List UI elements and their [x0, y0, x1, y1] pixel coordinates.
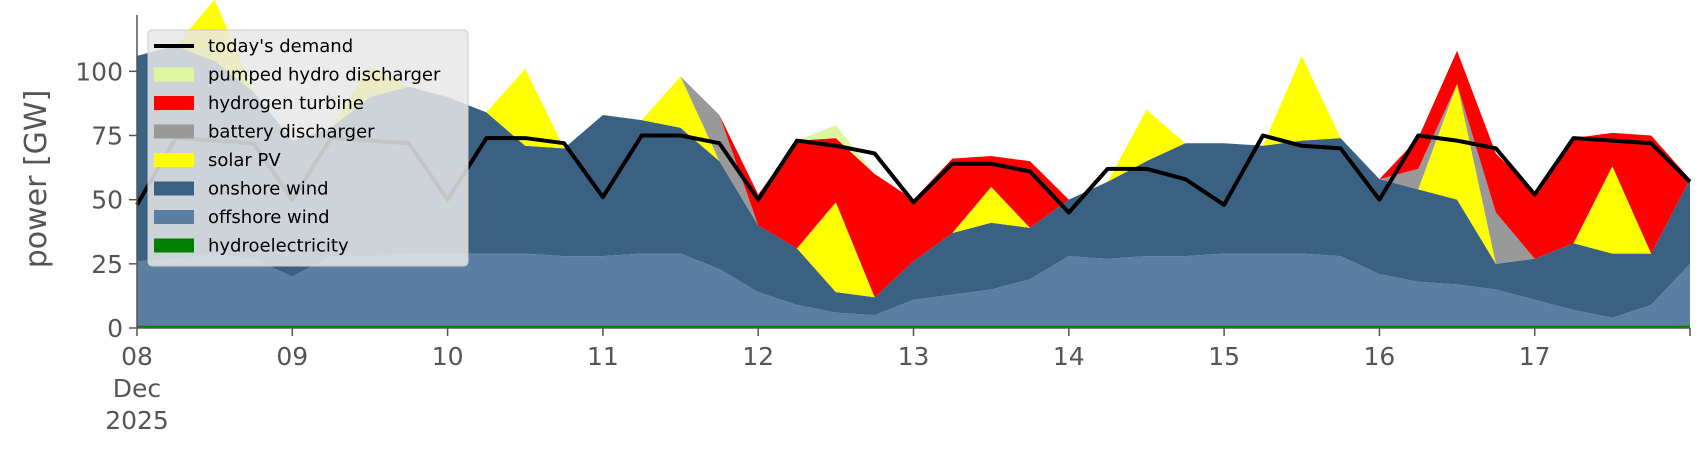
y-tick-label: 0	[107, 314, 123, 343]
y-axis-label: power [GW]	[19, 90, 54, 269]
legend-swatch-solar-pv	[154, 153, 194, 167]
x-tick-label: 16	[1363, 342, 1395, 371]
axes: 0 25 50 75 100 08 Dec 2025 09 10 11 12 13 14 15 16 17 pow…	[19, 15, 1691, 435]
x-tick-month-label: Dec	[113, 374, 161, 403]
area-hydrogen-turbine	[137, 0, 1690, 298]
legend-label-solar-pv: solar PV	[208, 150, 281, 171]
legend-swatch-onshore-wind	[154, 181, 194, 196]
legend-box	[147, 29, 469, 267]
legend-label-battery-discharger: battery discharger	[208, 122, 375, 143]
x-tick-label: 15	[1208, 342, 1240, 371]
legend-label-hydroelectricity: hydroelectricity	[208, 236, 349, 257]
x-tick-year-label: 2025	[105, 406, 169, 435]
x-tick-label: 17	[1519, 342, 1551, 371]
stacked-areas	[137, 0, 1690, 328]
area-offshore-wind	[137, 253, 1690, 326]
legend-label-onshore-wind: onshore wind	[208, 179, 329, 200]
legend-swatch-offshore-wind	[154, 210, 194, 224]
y-tick-label: 75	[91, 122, 123, 151]
x-tick-label: 12	[742, 342, 774, 371]
x-tick-label: 09	[276, 342, 308, 371]
legend-label-today-s-demand: today's demand	[208, 36, 353, 57]
x-tick-label: 13	[898, 342, 930, 371]
legend-swatch-hydroelectricity	[154, 238, 194, 253]
legend: today's demand pumped hydro discharger hyd…	[147, 29, 469, 267]
x-tick-label: 14	[1053, 342, 1085, 371]
legend-swatch-hydrogen-turbine	[154, 96, 194, 110]
legend-swatch-battery-discharger	[154, 124, 194, 139]
x-tick-label: 08	[121, 342, 153, 371]
area-solar-pv	[137, 0, 1690, 298]
legend-label-pumped-hydro-discharger: pumped hydro discharger	[208, 65, 441, 86]
legend-swatch-pumped-hydro-discharger	[154, 67, 194, 82]
y-tick-label: 25	[91, 250, 123, 279]
legend-label-hydrogen-turbine: hydrogen turbine	[208, 93, 364, 114]
y-tick-label: 100	[75, 57, 123, 86]
legend-label-offshore-wind: offshore wind	[208, 207, 330, 228]
x-tick-label: 10	[432, 342, 464, 371]
x-tick-label: 11	[587, 342, 619, 371]
area-onshore-wind	[137, 45, 1690, 318]
y-tick-label: 50	[91, 186, 123, 215]
